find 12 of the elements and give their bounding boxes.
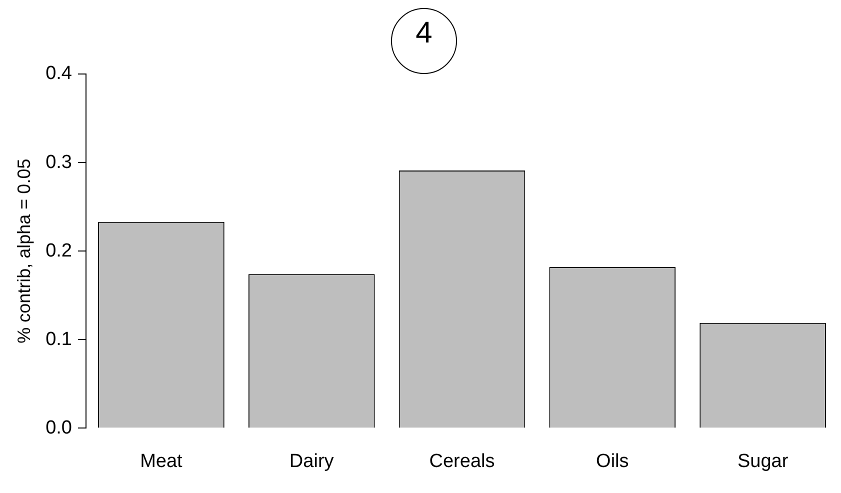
y-tick-label: 0.0 [46, 417, 72, 438]
x-tick-label: Dairy [289, 450, 334, 472]
x-tick-label: Cereals [429, 450, 495, 472]
chart-title: 4 [416, 16, 432, 50]
x-tick-label: Oils [596, 450, 629, 472]
x-tick-label: Meat [140, 450, 184, 472]
x-tick-label: Sugar [737, 450, 789, 472]
y-tick-label: 0.3 [46, 152, 72, 173]
y-tick-label: 0.2 [46, 240, 72, 262]
y-tick-label: 0.1 [46, 328, 72, 350]
y-axis-title: % contrib, alpha = 0.05 [14, 158, 34, 344]
y-tick-label: 0.4 [46, 63, 72, 84]
